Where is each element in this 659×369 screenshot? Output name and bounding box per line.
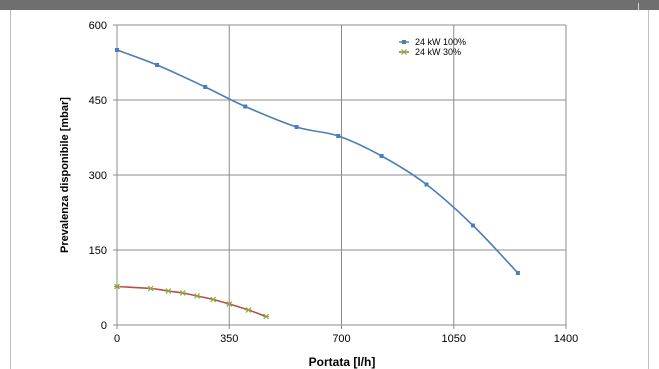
y-tick-label: 150 — [89, 245, 107, 257]
data-point — [294, 125, 299, 129]
legend: 24 kW 100%24 kW 30% — [399, 37, 466, 57]
grid-lines — [117, 24, 567, 325]
x-tick-label: 700 — [332, 333, 350, 345]
header-bar — [0, 0, 659, 10]
tick-labels: 0 350 700 1050 1400 0 150 300 450 600 — [89, 20, 579, 345]
header-tick — [638, 3, 639, 10]
data-point — [155, 63, 160, 67]
series-layer — [114, 48, 520, 320]
y-axis-label: Prevalenza disponibile [mbar] — [59, 97, 71, 253]
x-axis-label: Portata [l/h] — [309, 355, 376, 369]
y-tick-label: 450 — [89, 95, 107, 107]
data-point — [179, 290, 186, 296]
x-tick-label: 1400 — [554, 333, 578, 345]
data-point — [243, 104, 248, 109]
data-point — [203, 85, 208, 89]
y-tick-label: 600 — [89, 20, 107, 32]
y-tick-label: 0 — [101, 320, 107, 332]
data-point — [515, 271, 520, 275]
x-tick-label: 350 — [220, 333, 238, 345]
data-point — [210, 296, 217, 303]
data-point — [115, 48, 119, 52]
legend-entry: 24 kW 30% — [399, 47, 461, 57]
data-point — [470, 223, 475, 228]
series-line — [116, 285, 267, 318]
data-point — [402, 40, 406, 44]
data-point — [379, 154, 384, 158]
legend-entry: 24 kW 100% — [399, 37, 466, 47]
data-point — [165, 288, 172, 294]
data-point — [226, 301, 233, 307]
data-point — [245, 307, 252, 313]
x-tick-label: 0 — [114, 333, 120, 345]
series-line — [116, 49, 519, 274]
data-point — [336, 134, 341, 138]
y-tick-label: 300 — [89, 170, 107, 182]
legend-label: 24 kW 100% — [415, 37, 466, 47]
series-1 — [115, 48, 520, 275]
data-point — [114, 283, 120, 290]
legend-label: 24 kW 30% — [415, 47, 461, 57]
x-tick-label: 1050 — [442, 333, 466, 345]
data-point — [194, 293, 201, 299]
data-point — [263, 313, 270, 320]
data-point — [147, 285, 154, 292]
chart-frame — [10, 10, 649, 369]
series-2 — [114, 283, 270, 320]
data-point — [401, 49, 407, 55]
axes — [113, 24, 567, 329]
data-point — [424, 182, 429, 187]
